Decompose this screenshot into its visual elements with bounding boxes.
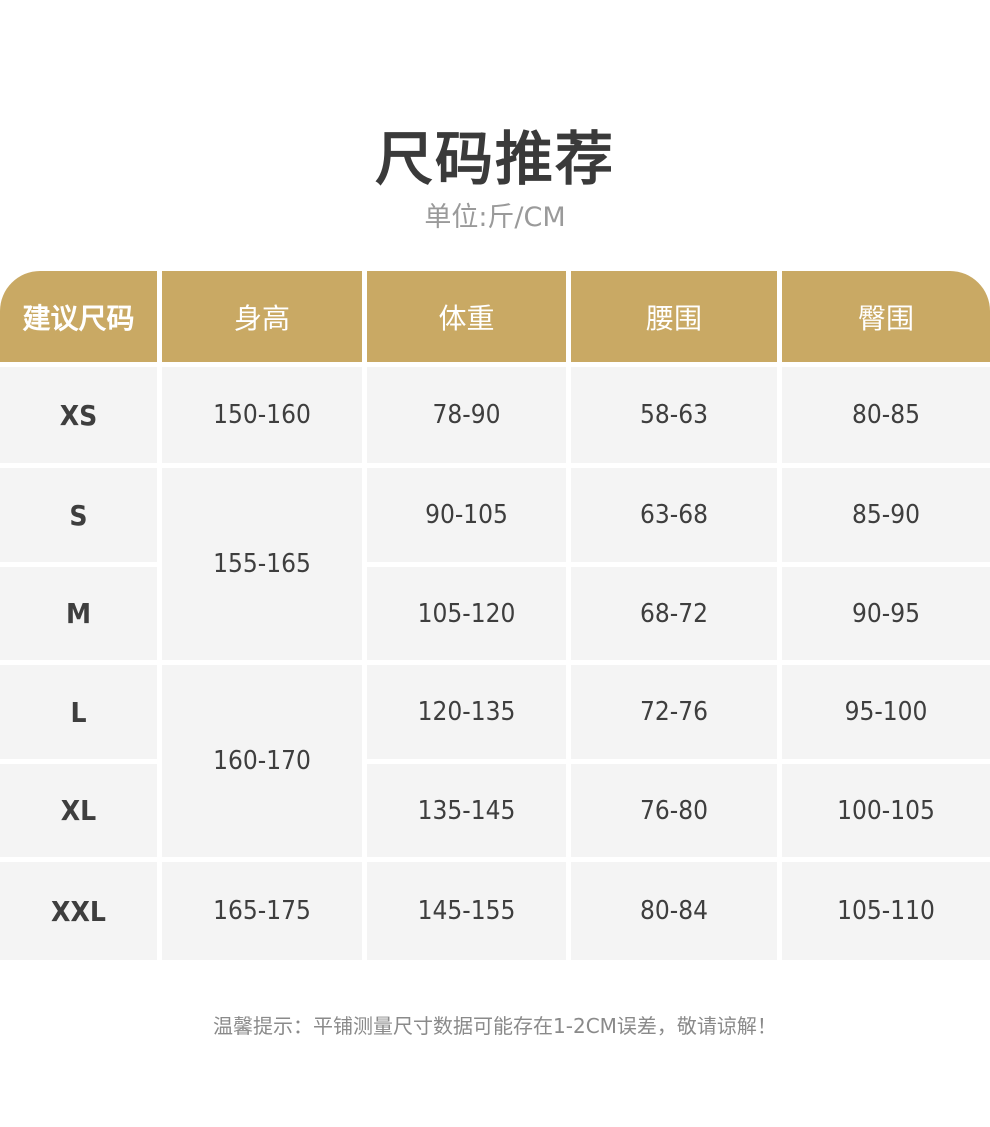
weight-cell: 78-90 <box>367 367 566 463</box>
height-cell: 160-170 <box>162 665 362 857</box>
weight-cell: 135-145 <box>367 764 566 857</box>
size-cell: M <box>0 567 157 660</box>
height-cell: 150-160 <box>162 367 362 463</box>
size-cell: XXL <box>0 862 157 960</box>
hip-cell: 85-90 <box>782 468 990 562</box>
weight-cell: 145-155 <box>367 862 566 960</box>
header-height: 身高 <box>162 271 362 362</box>
header-weight: 体重 <box>367 271 566 362</box>
waist-cell: 63-68 <box>571 468 777 562</box>
header-waist: 腰围 <box>571 271 777 362</box>
measurement-note: 温馨提示：平铺测量尺寸数据可能存在1-2CM误差，敬请谅解！ <box>213 1014 777 1038</box>
waist-cell: 68-72 <box>571 567 777 660</box>
waist-cell: 58-63 <box>571 367 777 463</box>
page-title: 尺码推荐 <box>374 125 615 193</box>
hip-cell: 95-100 <box>782 665 990 759</box>
hip-cell: 100-105 <box>782 764 990 857</box>
hip-cell: 105-110 <box>782 862 990 960</box>
weight-cell: 90-105 <box>367 468 566 562</box>
weight-cell: 120-135 <box>367 665 566 759</box>
header-hip: 臀围 <box>782 271 990 362</box>
unit-subtitle: 单位:斤/CM <box>424 202 566 233</box>
size-cell: XS <box>0 367 157 463</box>
weight-cell: 105-120 <box>367 567 566 660</box>
height-cell: 155-165 <box>162 468 362 660</box>
waist-cell: 76-80 <box>571 764 777 857</box>
hip-cell: 80-85 <box>782 367 990 463</box>
size-cell: L <box>0 665 157 759</box>
size-cell: S <box>0 468 157 562</box>
waist-cell: 80-84 <box>571 862 777 960</box>
header-size: 建议尺码 <box>0 271 157 362</box>
height-cell: 165-175 <box>162 862 362 960</box>
size-cell: XL <box>0 764 157 857</box>
hip-cell: 90-95 <box>782 567 990 660</box>
size-table: 建议尺码 身高 体重 腰围 臀围 150-160 155-165 160-170… <box>0 271 990 960</box>
waist-cell: 72-76 <box>571 665 777 759</box>
